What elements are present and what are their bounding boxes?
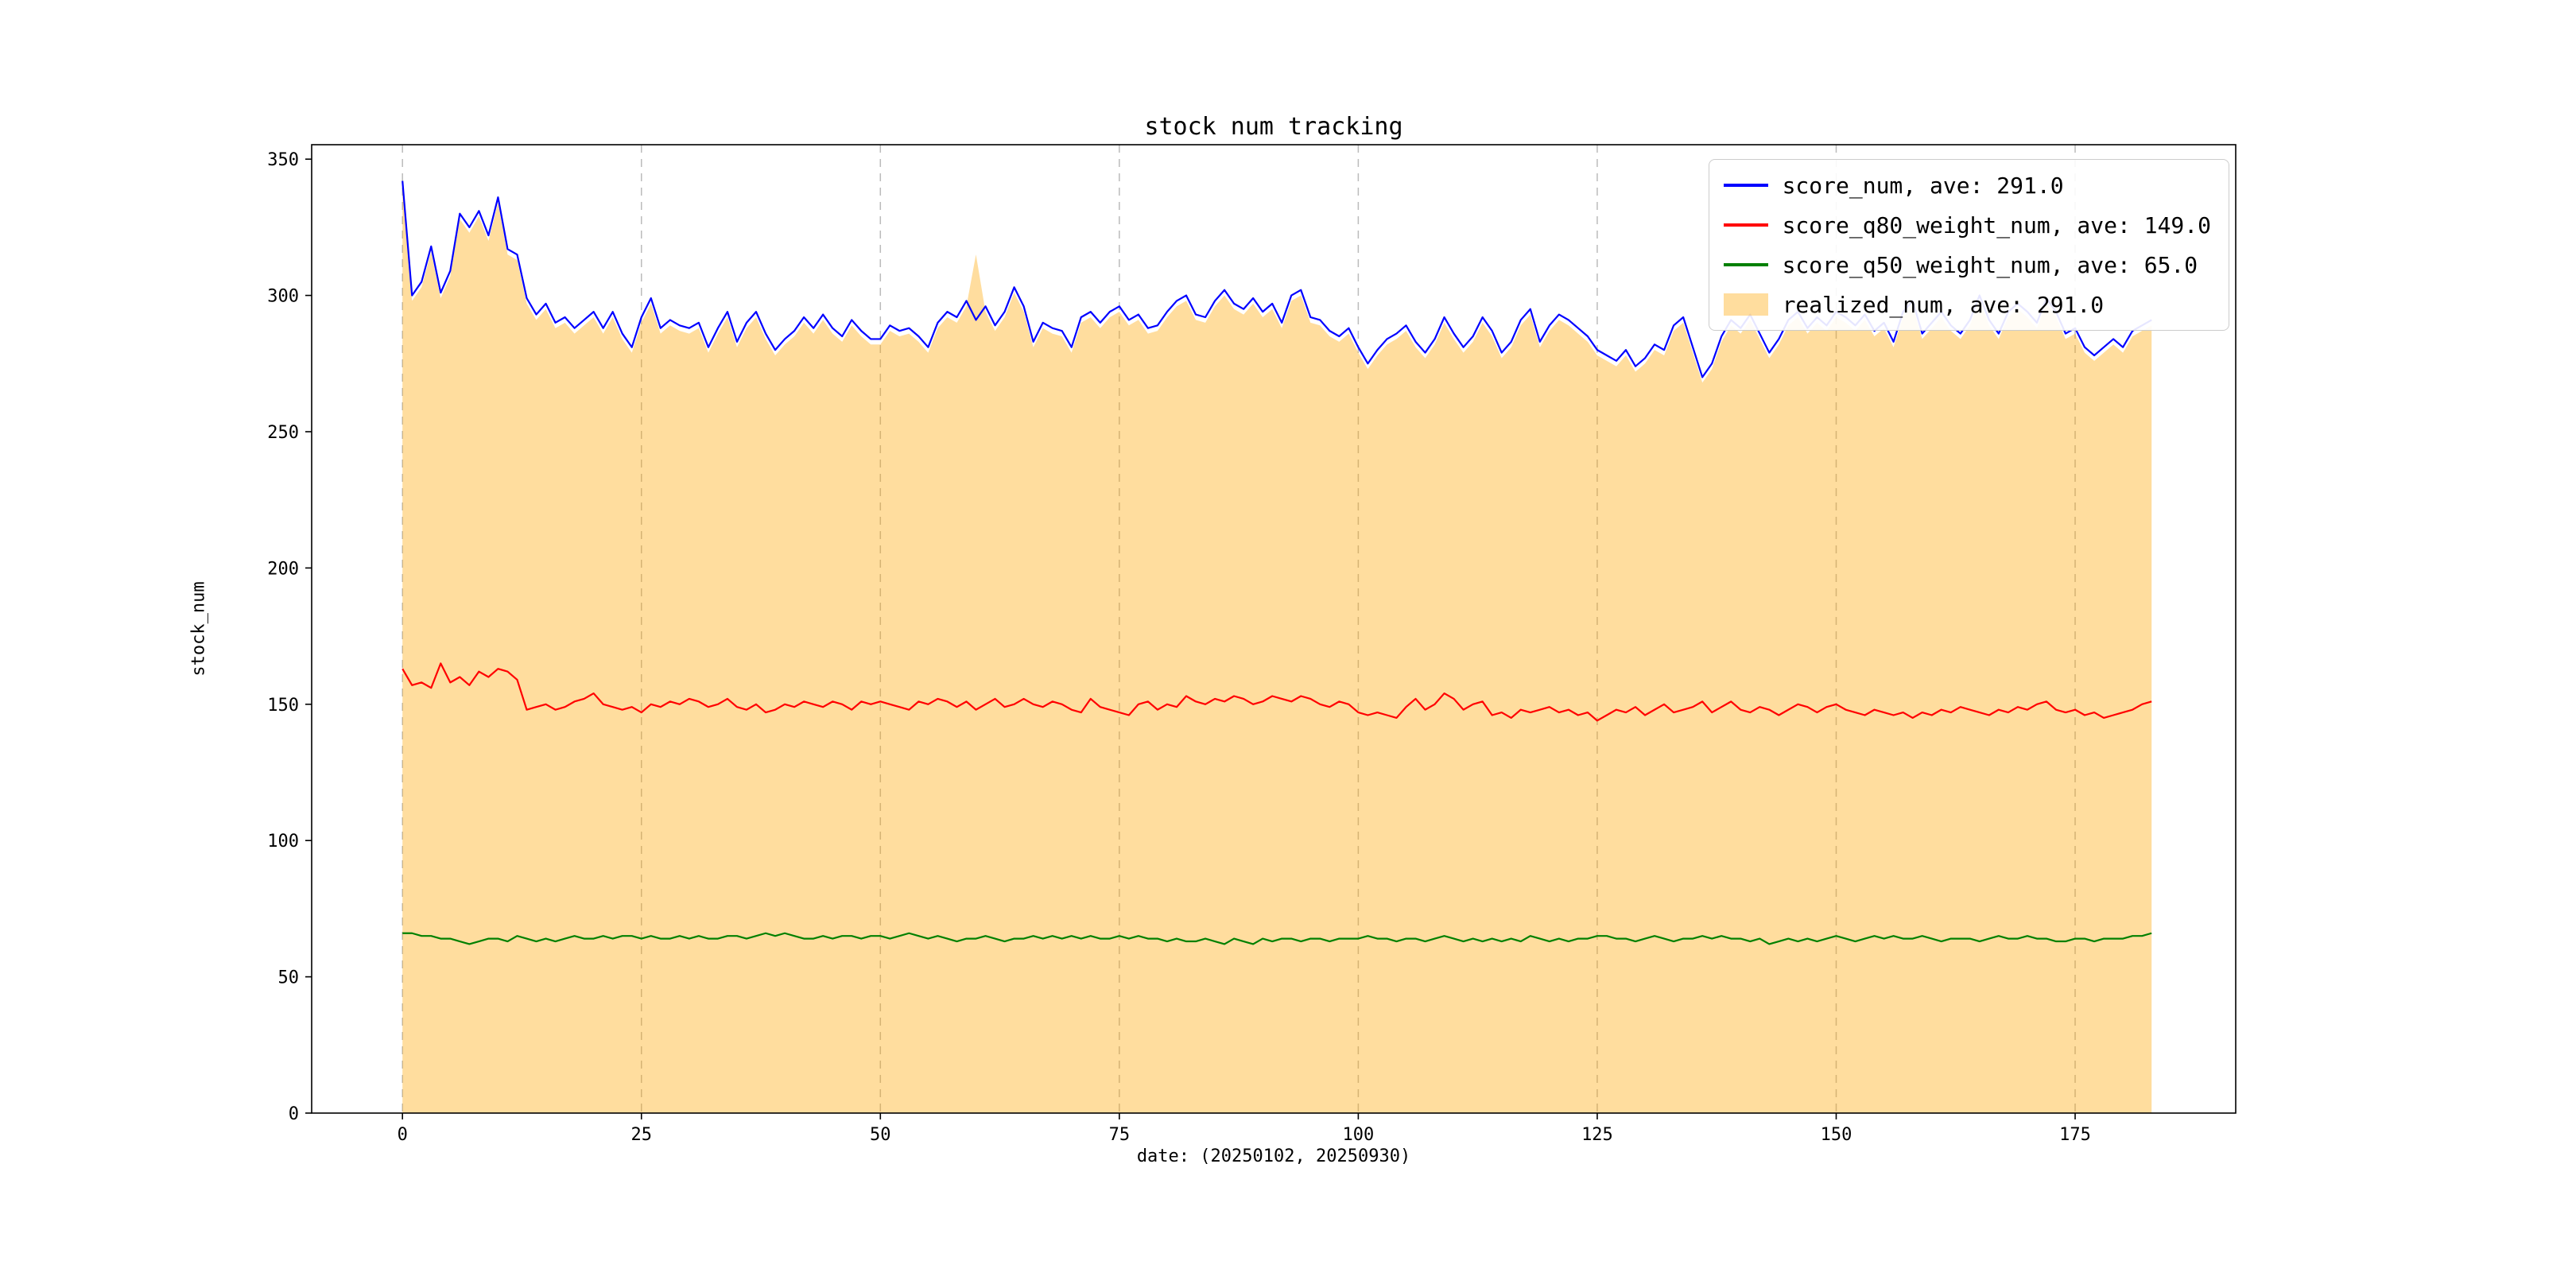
x-tick-label: 50 bbox=[870, 1125, 891, 1145]
x-tick-label: 0 bbox=[398, 1125, 408, 1145]
x-tick-label: 175 bbox=[2059, 1125, 2091, 1145]
y-tick-label: 150 bbox=[267, 696, 299, 716]
legend-patch-swatch-orange bbox=[1723, 293, 1768, 316]
x-axis-label: date: (20250102, 20250930) bbox=[1136, 1146, 1411, 1166]
legend-label: score_q50_weight_num, ave: 65.0 bbox=[1782, 251, 2198, 278]
plot-area: 0 25 50 75 100 125 150 175 0 50 100 150 200 250 300 350 bbox=[267, 144, 2237, 1145]
legend-entry-realized-num: realized_num, ave: 291.0 bbox=[1723, 290, 2211, 319]
y-tick-label: 250 bbox=[267, 423, 299, 443]
x-tick-label: 150 bbox=[1821, 1125, 1852, 1145]
legend-line-swatch-green bbox=[1723, 263, 1768, 266]
y-tick-label: 50 bbox=[278, 968, 300, 988]
legend: score_num, ave: 291.0 score_q80_weight_n… bbox=[1708, 159, 2229, 331]
legend-entry-score-q80-weight-num: score_q80_weight_num, ave: 149.0 bbox=[1723, 211, 2211, 239]
x-tick-label: 75 bbox=[1109, 1125, 1131, 1145]
x-tick-label: 100 bbox=[1343, 1125, 1375, 1145]
legend-line-swatch-blue bbox=[1723, 184, 1768, 187]
y-tick-label: 0 bbox=[289, 1104, 299, 1124]
y-axis-label: stock_num bbox=[188, 581, 209, 677]
y-tick-label: 300 bbox=[267, 287, 299, 307]
y-tick-label: 350 bbox=[267, 150, 299, 170]
legend-line-swatch-red bbox=[1723, 223, 1768, 227]
legend-label: score_num, ave: 291.0 bbox=[1782, 172, 2064, 199]
y-tick-label: 100 bbox=[267, 832, 299, 852]
x-tick-label: 125 bbox=[1581, 1125, 1613, 1145]
y-tick-label: 200 bbox=[267, 559, 299, 579]
legend-entry-score-q50-weight-num: score_q50_weight_num, ave: 65.0 bbox=[1723, 250, 2211, 279]
x-tick-label: 25 bbox=[631, 1125, 653, 1145]
chart-title: stock num tracking bbox=[1144, 113, 1403, 141]
legend-label: realized_num, ave: 291.0 bbox=[1782, 291, 2105, 318]
legend-entry-score-num: score_num, ave: 291.0 bbox=[1723, 171, 2211, 200]
legend-label: score_q80_weight_num, ave: 149.0 bbox=[1782, 211, 2211, 239]
